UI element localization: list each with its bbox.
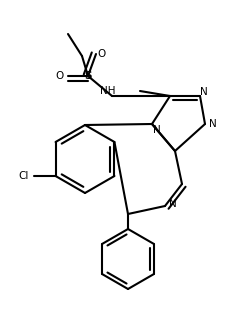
- Text: N: N: [153, 125, 161, 135]
- Text: NH: NH: [100, 86, 116, 96]
- Text: O: O: [56, 71, 64, 81]
- Text: O: O: [98, 49, 106, 59]
- Text: N: N: [209, 119, 217, 129]
- Text: N: N: [169, 199, 177, 209]
- Text: N: N: [200, 87, 208, 97]
- Text: Cl: Cl: [18, 171, 29, 181]
- Text: S: S: [84, 71, 92, 81]
